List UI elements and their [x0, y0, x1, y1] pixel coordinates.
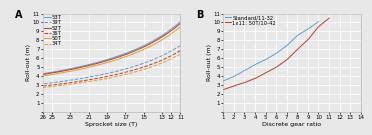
Standard/11-32 [316, 21, 321, 22]
1x11: 50T/10-42: (10.5, 10): 50T/10-42: (10.5, 10) [321, 22, 326, 23]
Line: 36T: 36T [43, 51, 180, 86]
1x11: 50T/10-42: (1.6, 2.75): 50T/10-42: (1.6, 2.75) [227, 87, 232, 88]
36T [173, 53, 177, 55]
34T [141, 69, 146, 70]
Line: Standard/11-32: Standard/11-32 [223, 22, 318, 81]
36T [153, 62, 157, 64]
50T [141, 49, 146, 50]
52T [170, 29, 174, 31]
53T [52, 71, 57, 73]
Line: 50T: 50T [43, 27, 180, 76]
Standard/11-32 [311, 24, 316, 26]
52T [178, 22, 183, 24]
1x11: 50T/10-42: (3.66, 3.59): 50T/10-42: (3.66, 3.59) [249, 79, 254, 81]
39T [48, 82, 52, 84]
Standard/11-32 [246, 67, 251, 69]
34T [48, 86, 52, 88]
Legend: 53T, 39T, 52T, 36T, 50T, 34T: 53T, 39T, 52T, 36T, 50T, 34T [44, 15, 62, 47]
39T [178, 45, 183, 46]
1x11: 50T/10-42: (2.86, 3.22): 50T/10-42: (2.86, 3.22) [241, 82, 245, 84]
34T [41, 87, 45, 88]
34T [170, 58, 174, 59]
36T [48, 85, 52, 86]
50T [48, 74, 52, 76]
53T [41, 73, 45, 75]
X-axis label: Discrete gear ratio: Discrete gear ratio [263, 122, 321, 127]
50T [170, 32, 174, 34]
53T [178, 21, 183, 22]
39T [170, 50, 174, 51]
52T [52, 72, 57, 73]
Line: 34T: 34T [43, 54, 180, 87]
50T [173, 30, 177, 32]
52T [48, 72, 52, 74]
Line: 53T: 53T [43, 22, 180, 74]
50T [153, 43, 157, 45]
53T [170, 28, 174, 29]
Standard/11-32 [225, 79, 229, 80]
Text: B: B [196, 10, 203, 20]
39T [141, 62, 146, 64]
36T [170, 54, 174, 56]
50T [52, 73, 57, 75]
52T [173, 27, 177, 29]
Line: 1x11: 50T/10-42: 1x11: 50T/10-42 [223, 18, 329, 90]
34T [153, 65, 157, 67]
53T [48, 72, 52, 73]
39T [173, 48, 177, 50]
52T [141, 46, 146, 48]
1x11: 50T/10-42: (1.4, 2.66): 50T/10-42: (1.4, 2.66) [225, 87, 230, 89]
39T [52, 82, 57, 83]
36T [52, 84, 57, 85]
39T [41, 83, 45, 85]
50T [178, 26, 183, 28]
Standard/11-32 [221, 80, 225, 82]
Legend: Standard/11-32, 1x11: 50T/10-42: Standard/11-32, 1x11: 50T/10-42 [224, 15, 276, 26]
53T [173, 26, 177, 27]
39T [153, 58, 157, 60]
1x11: 50T/10-42: (1, 2.5): 50T/10-42: (1, 2.5) [221, 89, 225, 90]
36T [41, 85, 45, 87]
Standard/11-32 [227, 78, 231, 79]
52T [41, 74, 45, 75]
Y-axis label: Roll-out (m): Roll-out (m) [206, 44, 212, 81]
1x11: 50T/10-42: (11, 10.5): 50T/10-42: (11, 10.5) [327, 17, 331, 19]
50T [41, 75, 45, 77]
53T [141, 45, 146, 46]
34T [52, 85, 57, 87]
Line: 52T: 52T [43, 23, 180, 75]
Standard/11-32 [308, 27, 312, 28]
Line: 39T: 39T [43, 45, 180, 84]
52T [153, 40, 157, 42]
36T [141, 66, 146, 68]
34T [178, 53, 183, 55]
Text: A: A [15, 10, 23, 20]
53T [153, 39, 157, 41]
X-axis label: Sprocket size (T): Sprocket size (T) [86, 122, 138, 127]
36T [178, 50, 183, 51]
34T [173, 56, 177, 58]
Y-axis label: Roll-out (m): Roll-out (m) [26, 44, 31, 81]
1x11: 50T/10-42: (10.1, 9.67): 50T/10-42: (10.1, 9.67) [318, 25, 322, 26]
Standard/11-32 [239, 72, 243, 73]
